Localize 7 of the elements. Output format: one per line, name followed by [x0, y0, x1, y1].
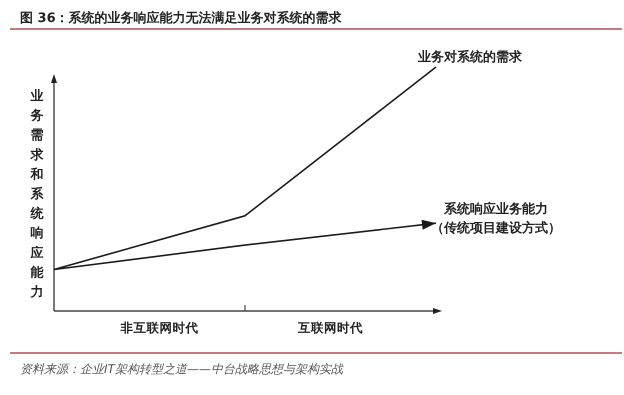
series-label: 系统响应业务能力（传统项目建设方式） — [431, 201, 561, 236]
series-label: 业务对系统的需求 — [417, 49, 523, 65]
text: 互联网时代 — [297, 320, 363, 335]
text: 资料来源：企业IT架构转型之道——中台战略思想与架构实战 — [20, 362, 344, 376]
text: 业务需求和系统响应能力 — [30, 89, 44, 300]
text: 非互联网时代 — [120, 320, 198, 335]
chart-title: 图 36：系统的业务响应能力无法满足业务对系统的需求 — [20, 10, 343, 26]
